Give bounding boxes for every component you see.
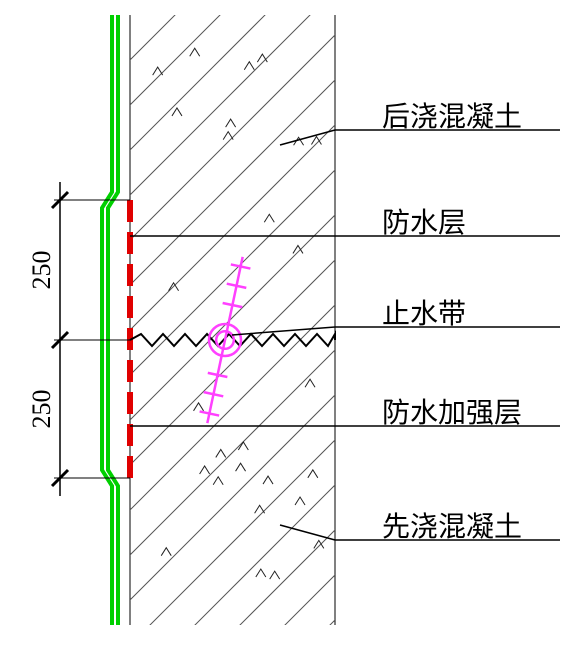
callout-label: 防水加强层 <box>382 391 522 431</box>
dimension-text: 250 <box>27 251 56 290</box>
callout-label: 后浇混凝土 <box>382 95 522 135</box>
callout-label: 防水层 <box>382 201 466 241</box>
callout-label: 先浇混凝土 <box>382 505 522 545</box>
diagram-canvas: 250 250 后浇混凝土防水层止水带防水加强层先浇混凝土 <box>0 0 572 640</box>
callout-label: 止水带 <box>382 292 466 332</box>
dimension-text: 250 <box>27 390 56 429</box>
